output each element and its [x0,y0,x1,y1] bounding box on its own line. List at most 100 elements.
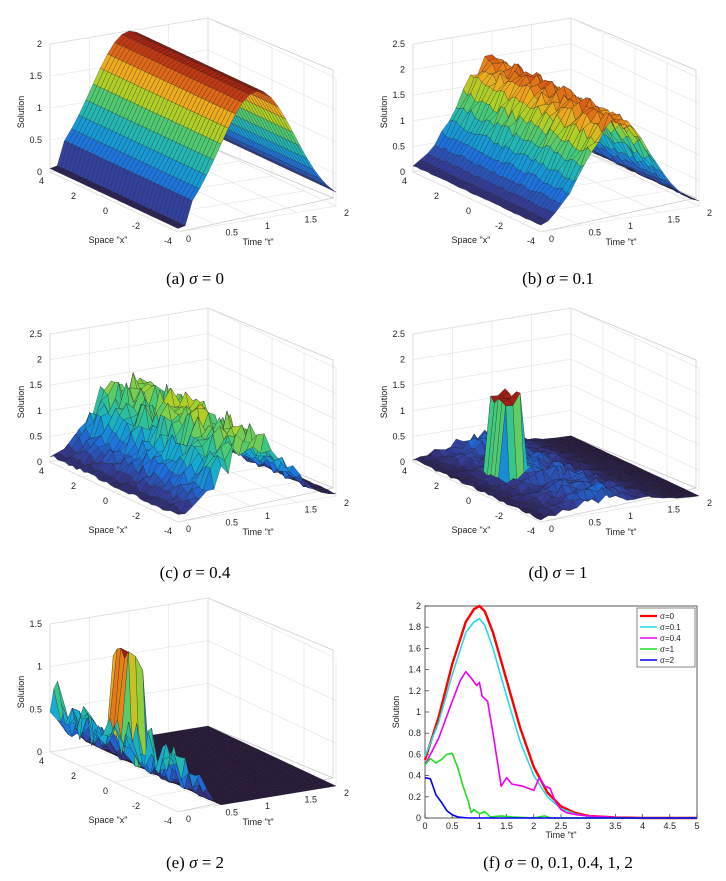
surface-cell [536,218,549,226]
z-tick-label: 1 [37,662,42,672]
z-tick-label: 2 [400,355,405,365]
x-tick-label: 4 [402,466,407,476]
y-tick-label: 1.6 [408,643,421,653]
z-tick-label: 2.5 [29,329,42,339]
caption-c: (c) σ = 0.4 [160,563,231,582]
z-tick-label: 0 [37,747,42,757]
legend-entry: σ=0.1 [660,623,681,632]
z-tick-label: 0 [400,167,405,177]
x-tick-label: 0 [103,786,108,796]
z-tick-label: 0.5 [29,704,42,714]
z-tick-label: 0.5 [392,431,405,441]
surface-mesh [49,30,337,229]
surface-panel-c: 0 0.5 1 1.5 2 2.5 4 2 0 -2 -4 0 0.5 1 1.5 2 Solution Spac… [16,307,349,537]
t-tick-label: 0.5 [226,808,239,818]
surface-cell [173,223,186,229]
t-tick-label: 1 [265,221,270,231]
x-tick-label: 2.5 [555,821,568,831]
surface-cell [173,753,186,780]
z-tick-label: 1 [37,103,42,113]
caption-e: (e) σ = 2 [166,853,224,872]
z-tick-label: 2.5 [392,329,405,339]
t-tick-label: 1 [265,801,270,811]
t-tick-label: 1.5 [668,215,681,225]
z-tick-label: 0.5 [29,431,42,441]
y-tick-label: 1.2 [408,686,421,696]
caption-b: (b) σ = 0.1 [522,269,594,288]
surface-panel-d: 0 0.5 1 1.5 2 2.5 4 2 0 -2 -4 0 0.5 1 1.5 2 Solution Spac… [379,307,712,537]
x-tick-label: 2 [71,771,76,781]
legend-entry: σ=2 [660,656,675,665]
z-axis-label: Solution [379,386,389,419]
z-tick-label: 1 [37,406,42,416]
z-tick-label: 0 [400,457,405,467]
t-tick-label: 1.5 [305,505,318,515]
t-tick-label: 0.5 [226,518,239,528]
x-tick-label: 4 [39,756,44,766]
t-gridline [412,334,542,523]
x-tick-label: 0 [103,206,108,216]
t-tick-label: 2 [344,208,349,218]
t-tick-label: 0 [549,524,554,534]
y-axis-label: Solution [391,696,401,729]
x-axis-label: Space "x" [89,525,128,535]
surface-mesh [412,54,700,226]
t-tick-label: 0.5 [226,228,239,238]
x-tick-label: -4 [164,526,172,536]
z-tick-label: 0.5 [29,135,42,145]
x-tick-label: -2 [495,511,503,521]
t-tick-label: 0 [186,814,191,824]
surface-mesh [412,388,700,521]
series-line-2 [424,670,697,819]
x-tick-label: 4 [39,176,44,186]
t-tick-label: 0.5 [589,518,602,528]
z-tick-label: 2 [37,39,42,49]
series-line-4 [424,776,697,819]
t-gridline [49,624,179,813]
x-tick-label: 4.5 [664,821,677,831]
x-tick-label: -2 [132,801,140,811]
t-tick-label: 1.5 [305,215,318,225]
z-tick-label: 1 [400,116,405,126]
t-axis-label: Time "t" [242,817,273,827]
x-tick-label: 0.5 [446,821,459,831]
surface-panel-a: 0 0.5 1 1.5 2 4 2 0 -2 -4 0 0.5 1 1.5 2 Solution Space "… [16,17,349,247]
y-tick-label: 1.8 [408,622,421,632]
y-tick-label: 0 [416,813,421,823]
z-tick-label: 0.5 [392,141,405,151]
t-tick-label: 1.5 [668,505,681,515]
z-tick-label: 2 [400,65,405,75]
z-axis-label: Solution [16,676,26,709]
t-axis-label: Time "t" [605,527,636,537]
line-panel-f: 0 0.5 1 1.5 2 2.5 3 3.5 4 4.5 5 0 0.2 0.4 0.6 0.8 1 1.2 1.… [391,601,700,840]
t-tick-label: 1 [265,511,270,521]
x-tick-label: 1 [477,821,482,831]
t-gridline [412,44,542,233]
x-axis-label: Space "x" [452,525,491,535]
t-gridline [89,617,218,806]
caption-a: (a) σ = 0 [166,269,224,288]
t-tick-label: 1.5 [305,795,318,805]
y-tick-label: 0.2 [408,792,421,802]
x-tick-label: 1.5 [500,821,513,831]
x-axis-label: Space "x" [452,235,491,245]
y-tick-label: 2 [416,601,421,611]
z-tick-label: 1.5 [29,619,42,629]
z-tick-label: 1 [400,406,405,416]
z-tick-label: 1.5 [29,71,42,81]
x-tick-label: 0 [466,496,471,506]
t-tick-label: 0 [549,234,554,244]
x-tick-label: 4 [640,821,645,831]
z-axis-label: Solution [16,96,26,129]
z-tick-label: 1.5 [392,380,405,390]
y-tick-label: 1 [416,707,421,717]
t-axis-label: Time "t" [242,527,273,537]
y-tick-label: 0.6 [408,749,421,759]
t-gridline [49,44,179,233]
z-axis-label: Solution [379,96,389,129]
x-axis-label: Space "x" [89,235,128,245]
x-tick-label: -2 [495,221,503,231]
x-tick-label: 0 [422,821,427,831]
x-tick-label: 4 [39,466,44,476]
